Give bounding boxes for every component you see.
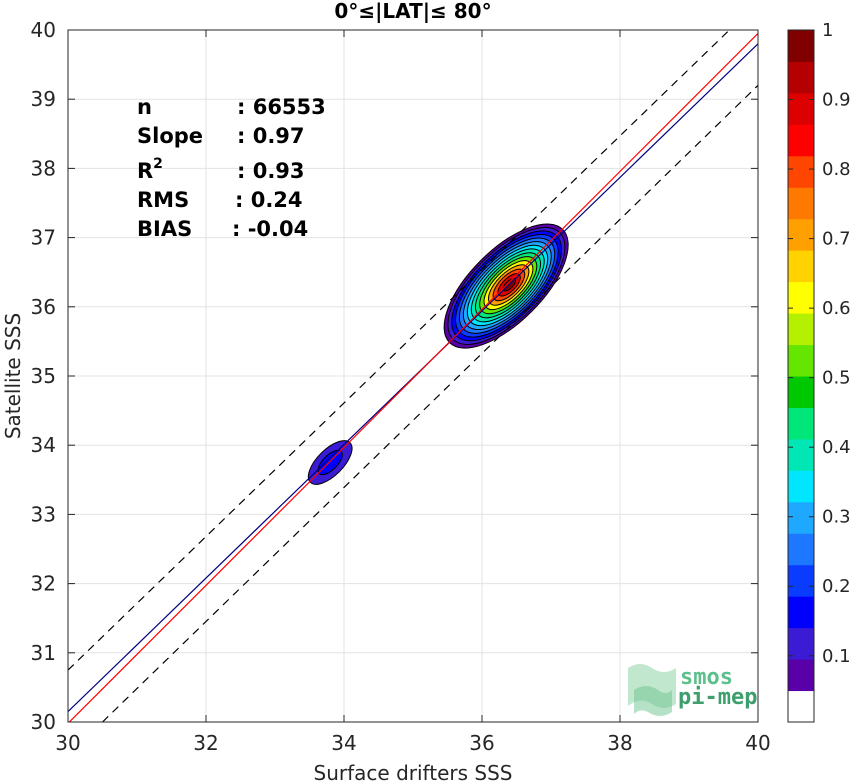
y-tick-label: 35 [31,364,56,388]
x-tick-label: 34 [331,731,356,755]
colorbar-segment [788,124,814,157]
colorbar-segment [788,187,814,220]
colorbar-tick-label: 0.4 [822,437,851,458]
colorbar-segment [788,501,814,534]
x-tick-label: 36 [469,731,494,755]
colorbar-tick-label: 0.6 [822,298,851,319]
y-tick-label: 37 [31,226,56,250]
logo-mark-icon [628,664,676,716]
colorbar-tick-label: 0.1 [822,646,851,667]
y-tick-label: 34 [31,433,56,457]
colorbar-frame [787,29,815,723]
colorbar-tick-label: 0.9 [822,90,851,111]
x-tick-label: 30 [55,731,80,755]
stat-value: : 0.24 [235,188,303,212]
colorbar-segment [788,218,814,251]
logo-text-line1: smos [680,665,733,690]
colorbar-tick-label: 0.7 [822,229,851,250]
colorbar-segment [788,344,814,377]
y-tick-label: 39 [31,87,56,111]
stat-value: : -0.04 [232,217,308,241]
y-axis-label: Satellite SSS [1,313,25,439]
chart-title: 0°≤|LAT|≤ 80° [334,0,491,23]
stat-label: n [137,95,152,119]
colorbar-tick-label: 0.3 [822,507,851,528]
colorbar-segment [788,438,814,471]
x-tick-label: 40 [745,731,770,755]
colorbar-segment [788,61,814,94]
density-contour [317,449,343,476]
grid [67,29,759,723]
logo-text-line2: pi-mep [678,685,757,710]
stat-label: RMS [137,188,189,212]
stat-value: : 0.93 [237,159,305,183]
regression-line [68,33,758,722]
y-tick-label: 30 [31,710,56,734]
y-tick-label: 40 [31,18,56,42]
colorbar-segment [788,596,814,629]
colorbar-segment [788,470,814,503]
colorbar-segment [788,155,814,188]
upper-bound-line [68,30,731,671]
y-ticks: 30 31 32 33 34 35 36 37 38 39 40 [31,18,758,734]
colorbar-segment [788,533,814,566]
stat-label: BIAS [137,217,192,241]
colorbar-segment [788,313,814,346]
fit-lines [68,30,758,722]
y-tick-label: 31 [31,641,56,665]
colorbar-segment [788,30,814,62]
x-ticks: 30 32 34 36 38 40 [55,30,771,755]
colorbar-segment [788,690,814,723]
colorbar-segment [788,659,814,692]
colorbar-tick-label: 0.8 [822,159,851,180]
colorbar-ticks: 0.1 0.2 0.3 0.4 0.5 0.6 0.7 0.8 0.9 1 [788,20,851,667]
colorbar-tick-label: 0.2 [822,576,851,597]
colorbar-segment [788,376,814,408]
y-tick-label: 33 [31,502,56,526]
x-axis-label: Surface drifters SSS [314,761,513,784]
stat-label: Slope [137,124,203,148]
colorbar-segment [788,564,814,597]
lower-bound-line [102,84,758,722]
y-tick-label: 38 [31,156,56,180]
colorbar-segment [788,250,814,283]
colorbar-tick-label: 1 [822,20,833,41]
x-tick-label: 38 [607,731,632,755]
stat-value: : 66553 [237,95,326,119]
colorbar-segment [788,281,814,314]
y-tick-label: 36 [31,295,56,319]
smos-pimep-logo: smos pi-mep [628,664,757,716]
colorbar-segment [788,407,814,440]
stat-value: : 0.97 [237,124,305,148]
x-tick-label: 32 [193,731,218,755]
y-tick-label: 32 [31,572,56,596]
colorbar [787,29,815,723]
colorbar-tick-label: 0.5 [822,368,851,389]
colorbar-segment [788,627,814,660]
colorbar-segment [788,92,814,125]
